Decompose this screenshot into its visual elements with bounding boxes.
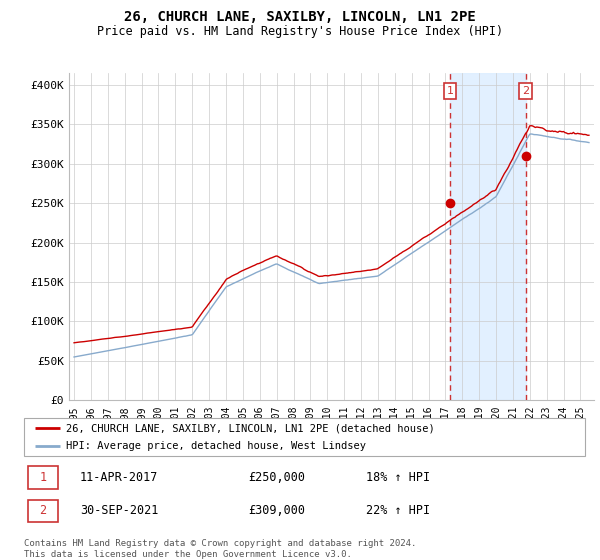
Text: 30-SEP-2021: 30-SEP-2021 xyxy=(80,505,158,517)
Text: 26, CHURCH LANE, SAXILBY, LINCOLN, LN1 2PE (detached house): 26, CHURCH LANE, SAXILBY, LINCOLN, LN1 2… xyxy=(66,423,435,433)
Text: 18% ↑ HPI: 18% ↑ HPI xyxy=(366,471,430,484)
Text: £250,000: £250,000 xyxy=(248,471,305,484)
Text: £309,000: £309,000 xyxy=(248,505,305,517)
Text: HPI: Average price, detached house, West Lindsey: HPI: Average price, detached house, West… xyxy=(66,441,366,451)
Text: 22% ↑ HPI: 22% ↑ HPI xyxy=(366,505,430,517)
Text: 26, CHURCH LANE, SAXILBY, LINCOLN, LN1 2PE: 26, CHURCH LANE, SAXILBY, LINCOLN, LN1 2… xyxy=(124,10,476,24)
Text: 2: 2 xyxy=(522,86,529,96)
Text: This data is licensed under the Open Government Licence v3.0.: This data is licensed under the Open Gov… xyxy=(24,550,352,559)
Text: Price paid vs. HM Land Registry's House Price Index (HPI): Price paid vs. HM Land Registry's House … xyxy=(97,25,503,38)
Bar xyxy=(28,500,58,522)
Text: 11-APR-2017: 11-APR-2017 xyxy=(80,471,158,484)
Bar xyxy=(28,466,58,488)
Bar xyxy=(450,73,526,400)
Text: 1: 1 xyxy=(446,86,454,96)
Text: 2: 2 xyxy=(40,505,47,517)
Text: 1: 1 xyxy=(40,471,47,484)
Text: Contains HM Land Registry data © Crown copyright and database right 2024.: Contains HM Land Registry data © Crown c… xyxy=(24,539,416,548)
